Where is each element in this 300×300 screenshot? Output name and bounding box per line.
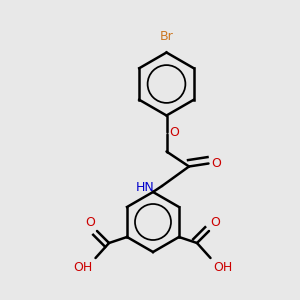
Text: HN: HN	[136, 181, 154, 194]
Text: Br: Br	[160, 31, 173, 44]
Text: O: O	[169, 125, 179, 139]
Text: OH: OH	[214, 261, 233, 274]
Text: O: O	[212, 157, 221, 170]
Text: OH: OH	[73, 261, 92, 274]
Text: O: O	[211, 217, 220, 230]
Text: O: O	[85, 217, 95, 230]
